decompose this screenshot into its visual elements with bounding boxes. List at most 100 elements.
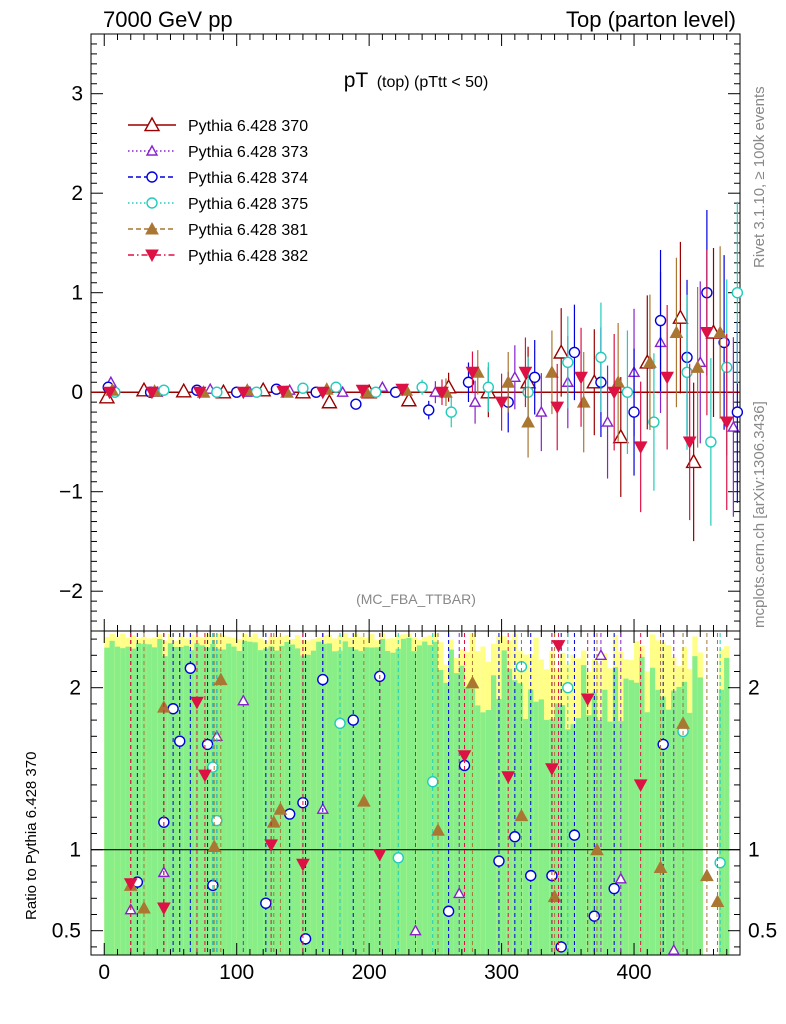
ratio-data-point bbox=[431, 823, 445, 836]
ratio-data-point bbox=[317, 673, 329, 686]
main-data-point bbox=[562, 356, 574, 369]
green-band-bin bbox=[453, 673, 460, 955]
main-data-point bbox=[429, 385, 442, 397]
legend-marker bbox=[146, 197, 158, 209]
green-band-bin bbox=[554, 703, 560, 955]
main-data-point bbox=[643, 355, 657, 368]
main-data-point bbox=[211, 386, 223, 398]
ratio-data-point bbox=[710, 894, 725, 908]
legend-label: Pythia 6.428 375 bbox=[188, 196, 308, 213]
green-band-bin bbox=[332, 651, 338, 955]
ratio-uncertainty-bands bbox=[104, 633, 730, 955]
main-data-point bbox=[297, 382, 309, 394]
green-band-bin bbox=[596, 719, 603, 955]
main-data-point bbox=[719, 416, 734, 430]
green-band-bin bbox=[390, 652, 396, 955]
x-tick-label: 300 bbox=[484, 961, 519, 984]
ratio-data-point bbox=[264, 839, 278, 852]
main-data-point bbox=[465, 366, 480, 380]
main-data-point bbox=[494, 396, 509, 410]
green-band-bin bbox=[289, 644, 295, 955]
main-y-tick-label: 3 bbox=[71, 83, 83, 106]
green-band-bin bbox=[178, 646, 184, 955]
green-band-bin bbox=[162, 656, 168, 955]
green-band-bin bbox=[114, 646, 121, 955]
main-data-point bbox=[518, 366, 533, 380]
main-y-tick-label: 0 bbox=[71, 381, 83, 404]
ratio-data-point bbox=[580, 693, 595, 707]
green-band-bin bbox=[490, 675, 497, 955]
ratio-data-point bbox=[509, 831, 521, 843]
green-band-bin bbox=[305, 654, 311, 955]
ratio-data-point bbox=[260, 897, 272, 909]
main-data-point bbox=[731, 287, 744, 299]
main-data-point bbox=[158, 384, 170, 396]
header-left: 7000 GeV pp bbox=[103, 7, 233, 32]
green-band-bin bbox=[602, 689, 608, 955]
plot-title-sub: (top) (pTtt < 50) bbox=[377, 74, 489, 91]
legend-marker bbox=[145, 221, 159, 235]
ratio-data-point bbox=[657, 738, 669, 751]
ratio-data-point bbox=[201, 738, 214, 751]
green-band-bin bbox=[369, 647, 375, 955]
legend-marker bbox=[145, 249, 159, 263]
green-band-bin bbox=[136, 643, 142, 955]
main-data-point bbox=[400, 391, 418, 407]
green-band-bin bbox=[342, 641, 348, 955]
main-y-tick-label: −1 bbox=[59, 481, 83, 504]
ratio-data-point bbox=[174, 735, 186, 747]
ratio-plot-frame bbox=[90, 630, 741, 956]
ratio-data-point bbox=[392, 852, 404, 864]
ratio-data-point bbox=[465, 675, 480, 689]
main-data-point bbox=[535, 405, 548, 417]
green-band-bin bbox=[416, 645, 423, 955]
main-data-point bbox=[690, 360, 705, 373]
green-band-bin bbox=[130, 648, 137, 955]
legend-marker bbox=[143, 116, 161, 132]
main-data-point bbox=[423, 404, 435, 416]
ratio-data-point bbox=[347, 714, 359, 726]
green-band-bin bbox=[432, 641, 439, 955]
main-y-tick-label: 2 bbox=[71, 182, 83, 205]
ratio-data-point bbox=[562, 682, 574, 694]
green-band-bin bbox=[194, 643, 200, 955]
main-data-point bbox=[685, 453, 702, 469]
ratio-data-point bbox=[137, 900, 151, 914]
green-band-bin bbox=[316, 641, 322, 955]
ratio-data-point bbox=[157, 902, 171, 916]
green-band-bin bbox=[681, 681, 688, 955]
green-band-bin bbox=[247, 641, 253, 955]
main-data-point bbox=[330, 381, 342, 393]
ratio-data-point bbox=[590, 842, 604, 856]
green-band-bin bbox=[464, 687, 470, 955]
legend-label: Pythia 6.428 382 bbox=[188, 248, 308, 265]
green-band-bin bbox=[649, 667, 656, 955]
main-data-point bbox=[102, 386, 117, 400]
green-band-bin bbox=[438, 669, 444, 955]
main-data-point bbox=[315, 386, 330, 400]
green-band-bin bbox=[353, 649, 359, 955]
main-data-point bbox=[370, 386, 382, 398]
x-tick-label: 0 bbox=[98, 961, 110, 984]
ratio-data-point bbox=[676, 716, 690, 729]
green-band-bin bbox=[427, 645, 433, 955]
watermark: (MC_FBA_TTBAR) bbox=[356, 591, 476, 607]
green-band-bin bbox=[718, 689, 725, 955]
ratio-data-point bbox=[700, 868, 714, 882]
main-data-point bbox=[529, 371, 541, 383]
ratio-data-point bbox=[190, 696, 204, 710]
ratio-data-point bbox=[714, 856, 726, 869]
ratio-data-point bbox=[427, 775, 439, 788]
x-tick-label: 200 bbox=[352, 961, 387, 984]
green-band-bin bbox=[676, 686, 682, 955]
green-band-bin bbox=[665, 709, 672, 955]
green-band-bin bbox=[628, 680, 635, 955]
main-data-point bbox=[574, 371, 588, 385]
ratio-y-tick-label-right: 2 bbox=[748, 677, 760, 700]
main-data-point bbox=[355, 384, 370, 398]
green-band-bin bbox=[268, 646, 274, 955]
x-tick-label: 400 bbox=[617, 961, 652, 984]
main-data-point bbox=[669, 325, 684, 338]
green-band-bin bbox=[125, 646, 131, 955]
green-band-bin bbox=[400, 638, 407, 955]
